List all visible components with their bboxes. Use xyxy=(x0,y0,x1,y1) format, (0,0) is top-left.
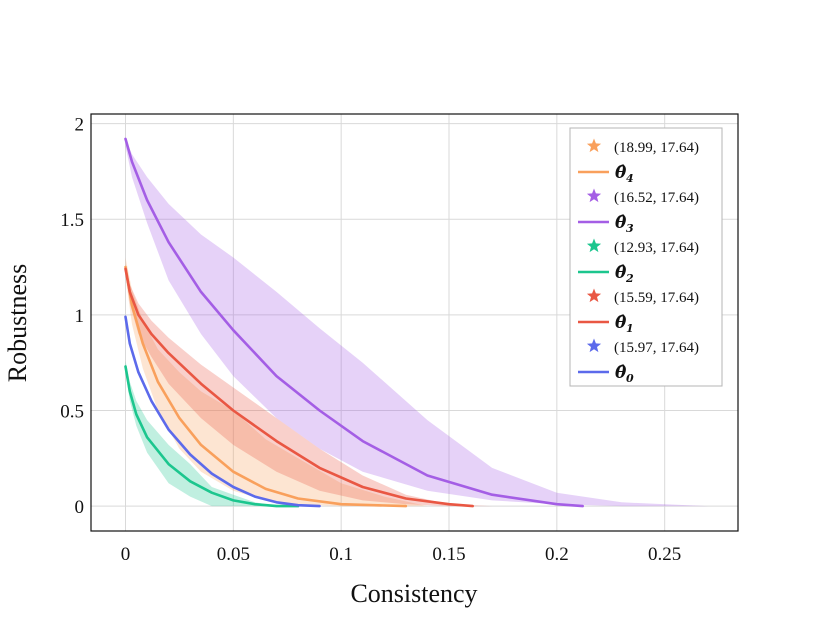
x-axis-ticks: 0 0.05 0.1 0.15 0.2 0.25 xyxy=(121,544,682,565)
legend-star-label: (16.52, 17.64) xyxy=(614,190,699,206)
band-theta-1 xyxy=(125,265,493,507)
legend-series-subscript: 2 xyxy=(625,272,634,285)
legend-star-label: (18.99, 17.64) xyxy=(614,140,699,156)
legend-star-marker xyxy=(586,288,602,303)
legend-series-name: θ̂ xyxy=(615,263,627,283)
x-tick-label: 0.05 xyxy=(217,544,250,565)
x-tick-label: 0.15 xyxy=(432,544,465,565)
x-axis-label: Consistency xyxy=(350,579,477,608)
legend-star-label: (12.93, 17.64) xyxy=(614,240,699,256)
legend-star-marker xyxy=(586,238,602,253)
band-theta-2 xyxy=(125,360,298,507)
legend-series-name: θ̂ xyxy=(615,363,627,383)
legend-star-marker xyxy=(586,188,602,203)
series-line-theta-3 xyxy=(124,137,585,508)
y-tick-label: 1.5 xyxy=(60,210,84,231)
legend-series-name: θ̂ xyxy=(615,313,627,333)
legend: (18.99, 17.64)θ̂ 4(16.52, 17.64)θ̂ 3(12.93… xyxy=(569,127,723,387)
series-line-theta-2 xyxy=(124,365,300,508)
legend-series-subscript: 1 xyxy=(626,322,634,335)
y-axis-label: Robustness xyxy=(3,264,32,382)
x-tick-label: 0.25 xyxy=(648,544,681,565)
legend-star-label: (15.97, 17.64) xyxy=(614,340,699,356)
y-tick-label: 2 xyxy=(75,115,85,136)
series-line-theta-1 xyxy=(124,267,475,508)
band-theta-3 xyxy=(125,138,708,507)
legend-series-name: θ̂ xyxy=(615,213,627,233)
y-tick-label: 0 xyxy=(75,497,85,518)
legend-series-name: θ̂ xyxy=(615,163,627,183)
y-tick-label: 1 xyxy=(75,306,85,327)
plot-frame xyxy=(90,113,739,532)
x-tick-label: 0.2 xyxy=(545,544,569,565)
series-lines xyxy=(124,137,585,508)
y-axis-ticks: 0 0.5 1 1.5 2 xyxy=(60,115,84,519)
series-line-theta-0 xyxy=(124,315,321,508)
legend-star-marker xyxy=(586,138,602,153)
series-line-theta-4 xyxy=(124,265,408,508)
x-tick-label: 0.1 xyxy=(329,544,353,565)
legend-star-marker xyxy=(586,338,602,353)
y-tick-label: 0.5 xyxy=(60,401,84,422)
legend-series-subscript: 4 xyxy=(626,172,634,185)
legend-series-subscript: 0 xyxy=(626,372,634,385)
x-tick-label: 0 xyxy=(121,544,131,565)
legend-series-subscript: 3 xyxy=(626,222,634,235)
legend-star-label: (15.59, 17.64) xyxy=(614,290,699,306)
